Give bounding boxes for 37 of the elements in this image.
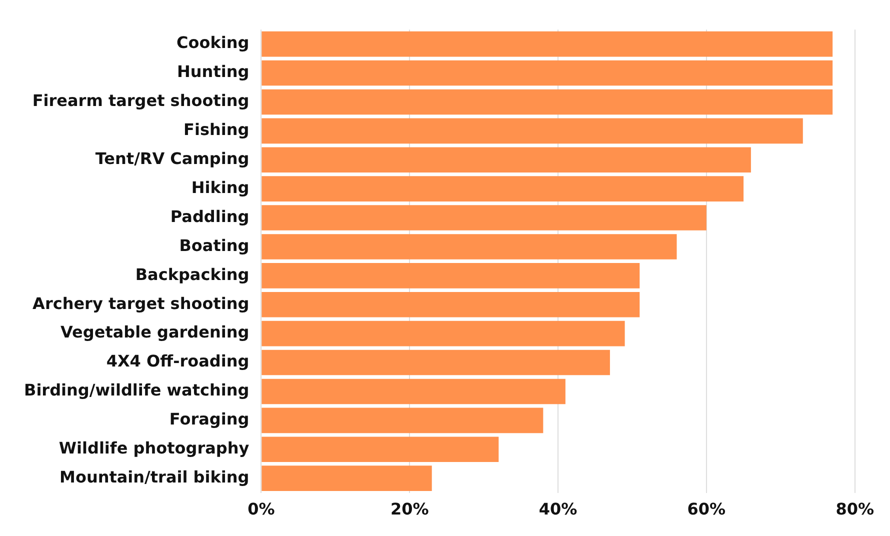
y-tick-label: Archery target shooting — [32, 294, 250, 313]
bar — [262, 118, 803, 144]
x-tick-label: 0% — [248, 500, 275, 519]
y-tick-label: Cooking — [176, 33, 250, 52]
bar — [262, 292, 640, 318]
bar — [262, 350, 610, 376]
x-tick-label: 40% — [538, 500, 578, 519]
y-tick-label: Backpacking — [135, 264, 250, 284]
y-tick-label: Boating — [179, 236, 250, 255]
y-tick-label: Mountain/trail biking — [60, 467, 250, 486]
y-tick-label: Hunting — [177, 62, 250, 82]
bar — [262, 320, 625, 346]
y-tick-label: Wildlife photography — [58, 438, 250, 458]
bar — [262, 147, 751, 173]
y-tick-label: Tent/RV Camping — [95, 149, 250, 168]
bar — [262, 234, 677, 260]
x-tick-label: 20% — [390, 500, 429, 519]
x-tick-label: 80% — [836, 500, 874, 519]
bar — [262, 263, 640, 288]
y-tick-label: Birding/wildlife watching — [24, 380, 250, 400]
bar — [262, 176, 744, 202]
bar — [262, 31, 833, 57]
bar — [262, 205, 706, 230]
y-tick-label: Hiking — [191, 178, 250, 197]
y-tick-label: 4X4 Off-roading — [106, 352, 250, 371]
y-tick-label: Foraging — [169, 410, 250, 429]
y-tick-label: Paddling — [170, 206, 250, 226]
bar — [262, 466, 432, 491]
y-tick-label: Fishing — [184, 120, 250, 140]
y-tick-label: Firearm target shooting — [32, 91, 250, 110]
y-tick-label: Vegetable gardening — [60, 322, 250, 342]
bar — [262, 60, 833, 86]
bar — [262, 378, 566, 404]
x-tick-label: 60% — [687, 500, 726, 519]
bar — [262, 408, 544, 434]
bar — [262, 436, 499, 462]
bar — [262, 89, 833, 115]
